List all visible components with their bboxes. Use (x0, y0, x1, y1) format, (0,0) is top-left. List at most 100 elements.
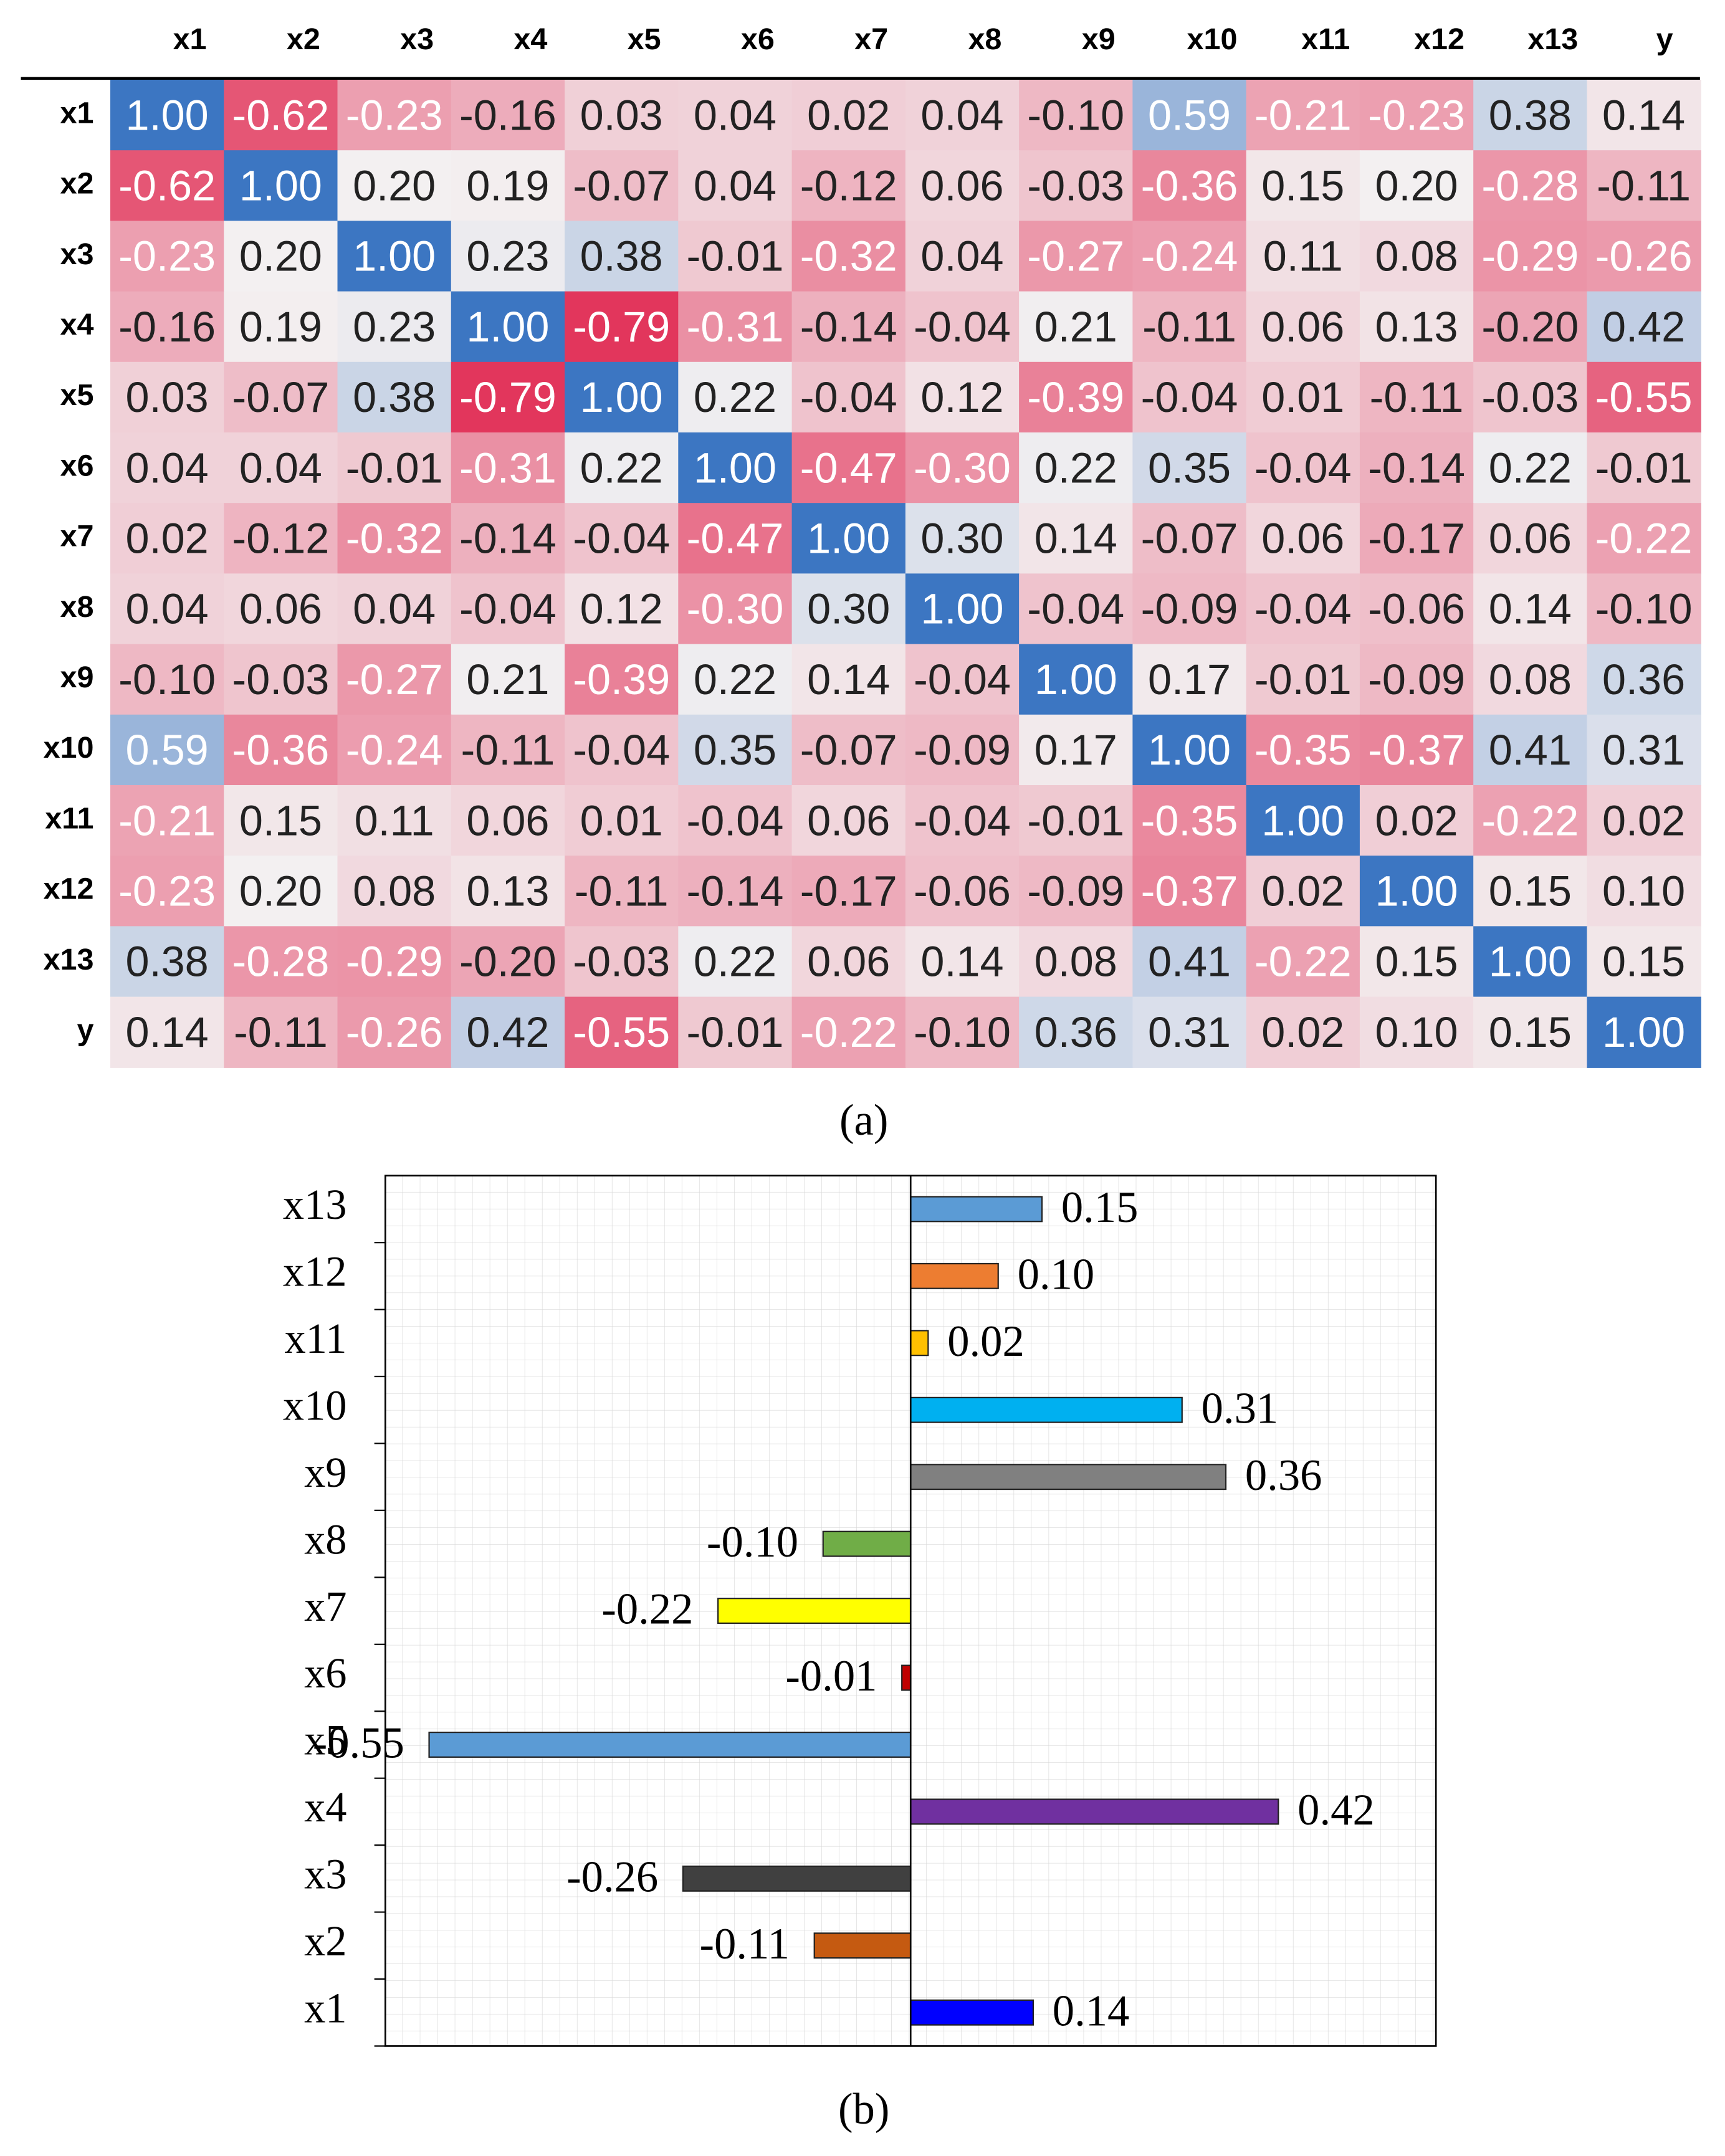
cell-label: 0.08 (1035, 938, 1117, 986)
heat-cell (905, 503, 1020, 575)
row-label: x6 (60, 449, 94, 482)
heat-cell (1587, 432, 1701, 504)
cell-label: 0.22 (1489, 444, 1572, 492)
cell-label: 0.08 (353, 868, 436, 915)
cell-label: 1.00 (126, 92, 209, 139)
cell-label: 0.04 (353, 586, 436, 633)
cell-label: 0.12 (580, 586, 663, 633)
cell-label: 0.14 (1489, 586, 1572, 633)
cell-label: -0.22 (800, 1009, 897, 1056)
cell-label: 0.03 (126, 374, 209, 421)
heat-cell (678, 926, 793, 998)
heat-cell (1132, 432, 1247, 504)
heat-cell (451, 856, 566, 927)
y-tick-label: x2 (304, 1917, 346, 1965)
heat-cell (1132, 785, 1247, 857)
heat-cell (565, 291, 679, 363)
cell-label: -0.11 (575, 868, 669, 915)
value-label: -0.11 (700, 1920, 790, 1968)
y-tick-label: x5 (304, 1717, 346, 1764)
cell-label: 0.19 (239, 303, 322, 351)
heat-cell (678, 221, 793, 292)
heat-cell (1359, 996, 1474, 1068)
heat-cell (565, 503, 679, 575)
cell-label: -0.10 (1595, 586, 1693, 633)
heat-cell (565, 150, 679, 222)
cell-label: -0.04 (914, 303, 1011, 351)
heat-cell (1473, 361, 1588, 434)
cell-label: 1.00 (1261, 797, 1344, 844)
heat-cell (905, 432, 1020, 504)
heat-cell (1473, 573, 1588, 645)
cell-label: 0.22 (580, 444, 663, 492)
cell-label: 0.23 (353, 303, 436, 351)
heat-cell (451, 79, 566, 151)
heat-cell (565, 573, 679, 645)
cell-label: 0.15 (1261, 163, 1344, 210)
heat-cell (1019, 221, 1134, 292)
cell-label: -0.21 (1254, 92, 1352, 139)
heat-cell (905, 644, 1020, 715)
cell-label: 0.06 (1261, 303, 1344, 351)
heat-cell (1246, 221, 1361, 292)
cell-label: 0.59 (126, 727, 209, 774)
heat-cell (791, 79, 906, 151)
heat-cell (110, 714, 225, 786)
cell-label: 0.11 (355, 797, 434, 844)
heat-cell (110, 644, 225, 715)
heat-cell (451, 644, 566, 715)
heat-cell (1587, 644, 1701, 715)
heat-cell (1019, 714, 1134, 786)
cell-label: -0.24 (346, 727, 443, 774)
heat-cell (791, 644, 906, 715)
heat-cell (565, 79, 679, 151)
heat-cell (1132, 150, 1247, 222)
cell-label: -0.03 (1027, 163, 1124, 210)
cell-label: 1.00 (1035, 656, 1117, 704)
cell-label: 0.15 (1375, 938, 1458, 986)
heat-cell (224, 785, 338, 857)
heat-cell (224, 926, 338, 998)
cell-label: -0.11 (1142, 303, 1236, 351)
heat-cell (1132, 221, 1247, 292)
heat-cell (337, 291, 452, 363)
heat-cell (1132, 291, 1247, 363)
cell-label: 0.06 (1489, 515, 1572, 563)
cell-label: -0.28 (232, 938, 329, 986)
row-label: x4 (60, 308, 94, 341)
cell-label: -0.32 (800, 233, 897, 280)
cell-label: 0.22 (694, 938, 776, 986)
heat-cell (1359, 503, 1474, 575)
cell-label: 0.42 (466, 1009, 549, 1056)
heat-cell (905, 714, 1020, 786)
cell-label: -0.10 (1027, 92, 1124, 139)
cell-label: -0.06 (914, 868, 1011, 915)
heat-cell (905, 291, 1020, 363)
caption: (a) (839, 1096, 888, 1145)
heat-cell (1019, 856, 1134, 927)
cell-label: 0.14 (807, 656, 890, 704)
column-label: x10 (1187, 22, 1237, 56)
cell-label: -0.09 (1141, 586, 1238, 633)
heat-cell (1359, 291, 1474, 363)
cell-label: 1.00 (1148, 727, 1231, 774)
cell-label: -0.26 (346, 1009, 443, 1056)
cell-label: 1.00 (920, 586, 1003, 633)
cell-label: 0.21 (466, 656, 549, 704)
cell-label: 0.21 (1035, 303, 1117, 351)
cell-label: -0.20 (1481, 303, 1579, 351)
cell-label: -0.11 (461, 727, 555, 774)
cell-label: 1.00 (1489, 938, 1572, 986)
cell-label: -0.22 (1254, 938, 1352, 986)
cell-label: -0.04 (914, 656, 1011, 704)
cell-label: -0.47 (800, 444, 897, 492)
heat-cell (791, 291, 906, 363)
heat-cell (224, 856, 338, 927)
cell-label: -0.55 (1595, 374, 1693, 421)
heat-cell (905, 926, 1020, 998)
cell-label: -0.21 (118, 797, 216, 844)
cell-label: -0.24 (1141, 233, 1238, 280)
heat-cell (451, 221, 566, 292)
cell-label: 1.00 (1375, 868, 1458, 915)
cell-label: 0.08 (1375, 233, 1458, 280)
